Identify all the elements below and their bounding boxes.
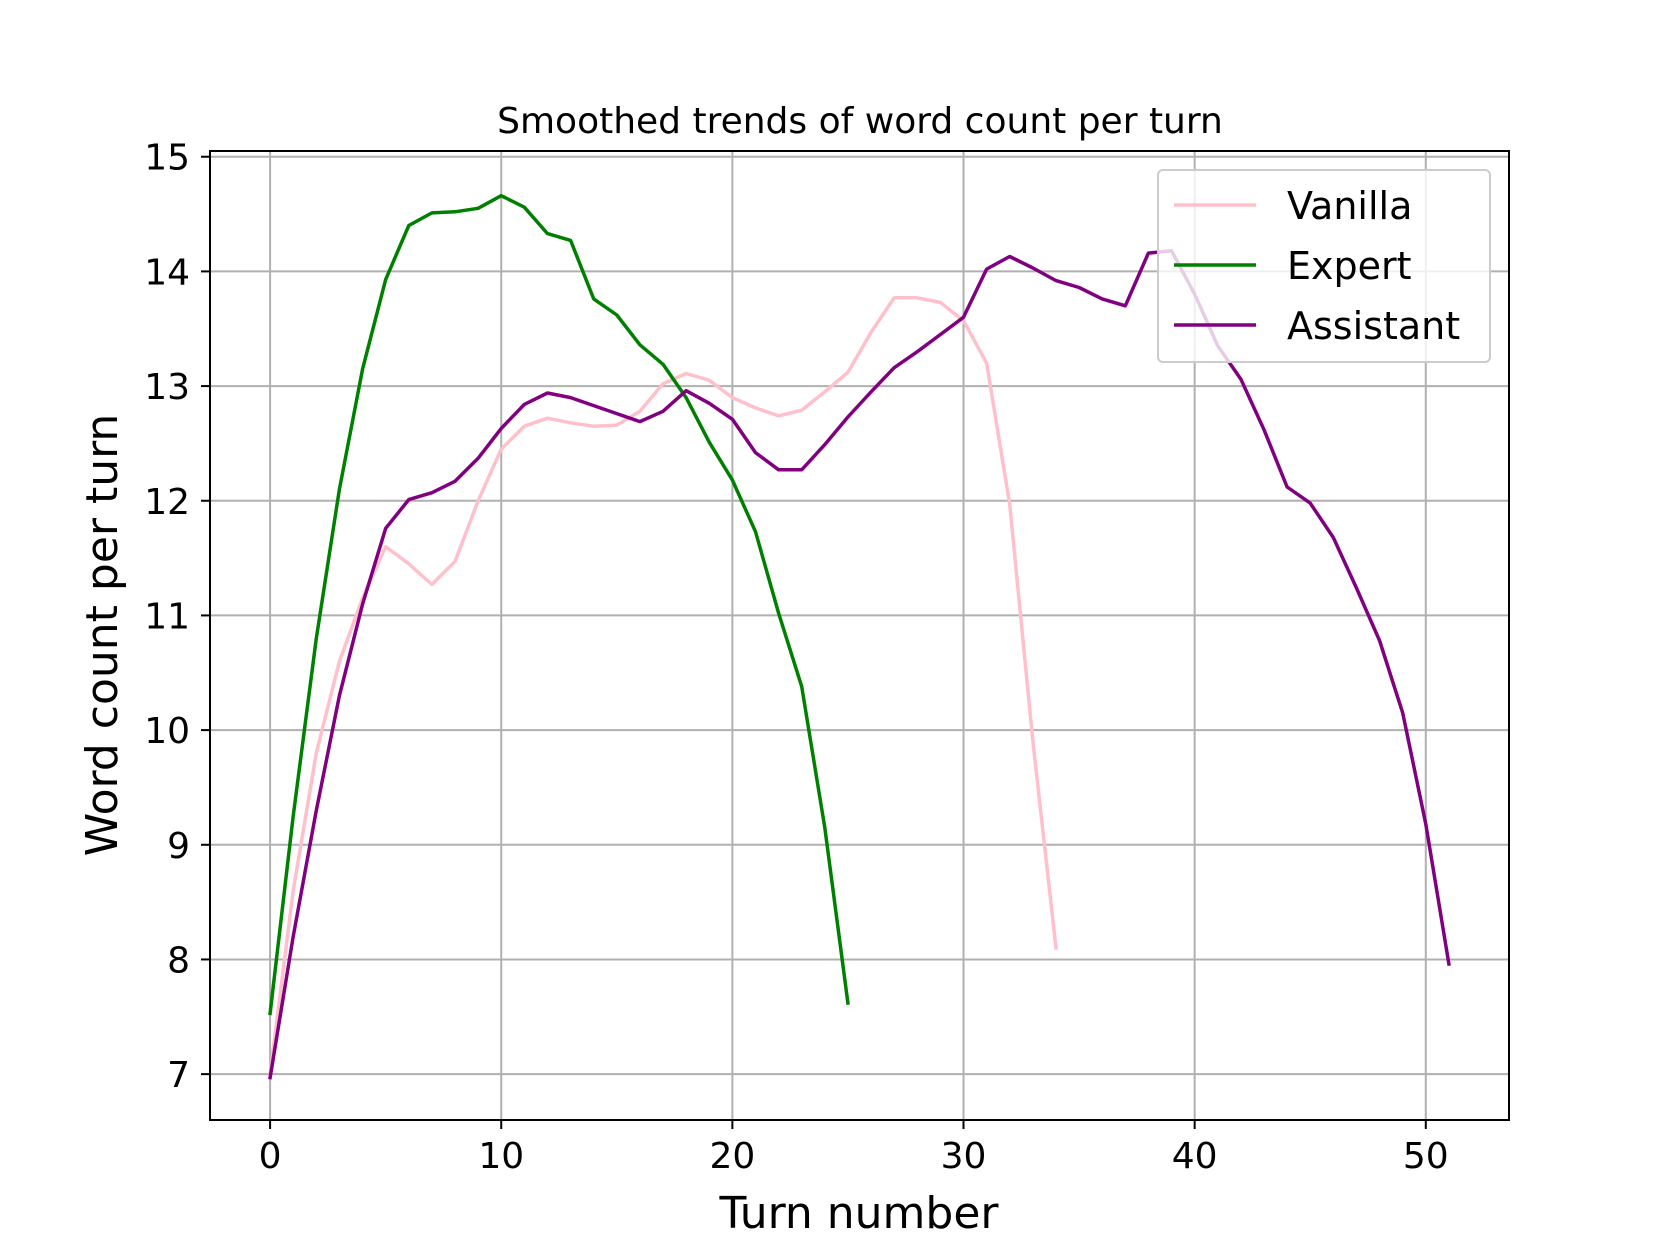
series-line-assistant bbox=[268, 249, 1451, 1080]
x-tick-label: 50 bbox=[1403, 1136, 1449, 1177]
x-tick-label: 40 bbox=[1172, 1136, 1218, 1177]
axis-ticks: 0 10 20 30 40 50 7 8 9 10 11 12 13 14 15 bbox=[144, 138, 1449, 1177]
legend-box bbox=[1157, 169, 1491, 363]
y-tick-label: 8 bbox=[167, 940, 190, 981]
y-tick-label: 12 bbox=[144, 482, 190, 523]
x-tick-label: 0 bbox=[259, 1136, 282, 1177]
legend-label-expert: Expert bbox=[1287, 244, 1412, 288]
x-tick-label: 30 bbox=[941, 1136, 987, 1177]
chart-title: Smoothed trends of word count per turn bbox=[497, 101, 1223, 142]
y-tick-label: 9 bbox=[167, 826, 190, 867]
y-tick-label: 10 bbox=[144, 711, 190, 752]
legend-label-assistant: Assistant bbox=[1287, 304, 1460, 348]
y-tick-label: 13 bbox=[144, 367, 190, 408]
series-line-expert bbox=[268, 193, 850, 1016]
legend-label-vanilla: Vanilla bbox=[1287, 184, 1412, 228]
x-tick-label: 10 bbox=[478, 1136, 524, 1177]
plot-frame bbox=[209, 150, 1510, 1121]
y-tick-label: 11 bbox=[144, 596, 190, 637]
x-axis-label: Turn number bbox=[719, 1188, 1000, 1239]
series-layer bbox=[268, 193, 1451, 1080]
y-axis-label: Word count per turn bbox=[77, 414, 128, 857]
y-tick-label: 14 bbox=[144, 252, 190, 293]
y-tick-label: 15 bbox=[144, 138, 190, 179]
legend: Vanilla Expert Assistant bbox=[1157, 169, 1491, 363]
x-tick-label: 20 bbox=[709, 1136, 755, 1177]
series-line-vanilla bbox=[268, 296, 1058, 1077]
y-tick-label: 7 bbox=[167, 1055, 190, 1096]
